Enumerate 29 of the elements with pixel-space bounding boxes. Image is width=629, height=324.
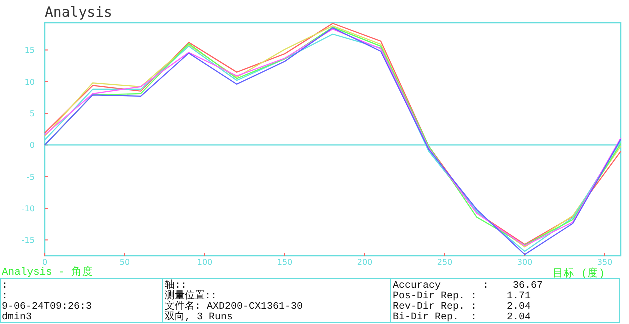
- y-tick-label: 15: [24, 46, 35, 56]
- x-tick-label: 200: [357, 258, 373, 267]
- x-tick-label: 350: [597, 258, 613, 267]
- text: 9-06-24T09:26:3: [2, 302, 92, 313]
- y-tick-label: -10: [22, 204, 35, 214]
- chart-title: Analysis: [45, 5, 112, 21]
- text: Bi-Dir Rep. : 2.04: [393, 312, 532, 324]
- y-tick-label: -15: [22, 236, 35, 246]
- text: Pos-Dir Rep. : 1.71: [393, 290, 532, 302]
- x-tick-label: 250: [437, 258, 453, 267]
- text: :: [2, 281, 8, 292]
- x-tick-label: 150: [277, 258, 293, 267]
- x-tick-label: 100: [197, 258, 213, 267]
- x-tick-label: 0: [42, 258, 48, 267]
- x-tick-label: 50: [120, 258, 130, 267]
- text: dmin3: [2, 312, 32, 324]
- text: 测量位置::: [165, 290, 218, 302]
- text: Analysis - 角度: [2, 265, 94, 279]
- x-tick-label: 300: [517, 258, 533, 267]
- y-tick-label: 10: [24, 78, 35, 87]
- text: Rev-Dir Rep. : 2.04: [393, 301, 532, 313]
- x-axis-title: 目标 (度): [553, 266, 605, 280]
- y-tick-label: 0: [30, 141, 35, 150]
- y-tick-label: -5: [27, 172, 35, 182]
- y-tick-label: 5: [30, 110, 35, 119]
- text: 文件名: AXD200-CX1361-30: [165, 300, 304, 313]
- text: :: [2, 292, 8, 302]
- text: Accuracy : 36.67: [393, 281, 544, 292]
- text: 双向, 3 Runs: [165, 310, 234, 324]
